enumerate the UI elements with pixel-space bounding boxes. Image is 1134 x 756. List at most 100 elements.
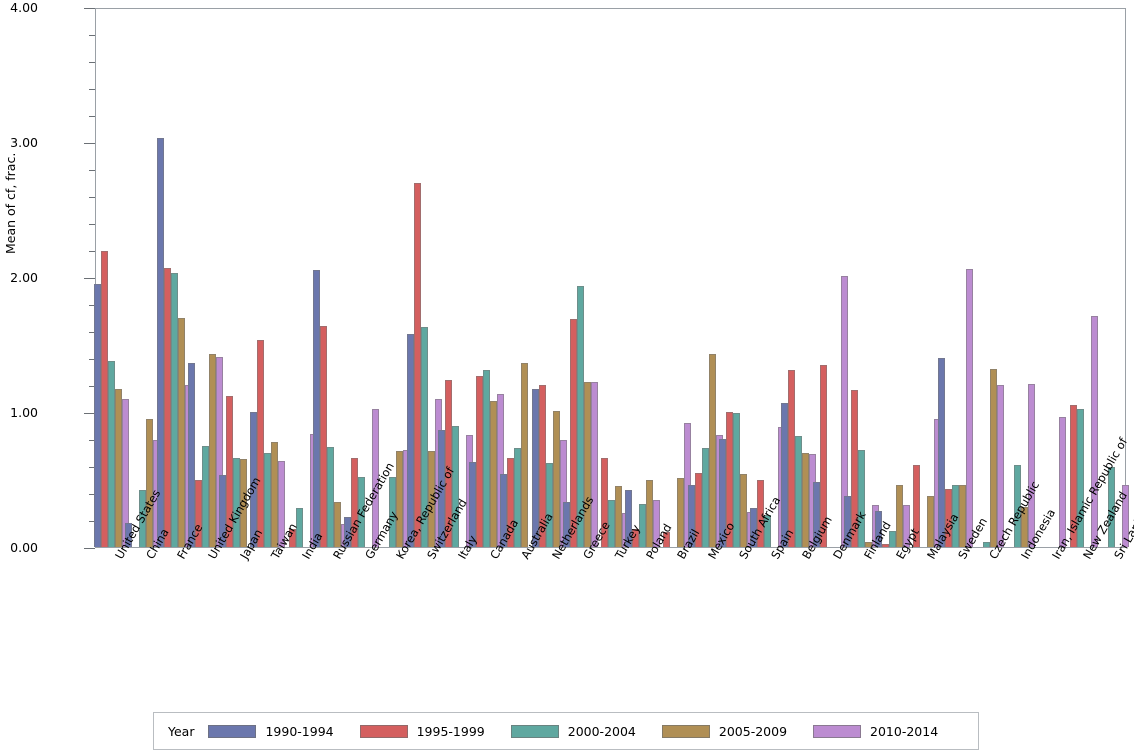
bar[interactable] <box>139 490 147 547</box>
bar[interactable] <box>965 268 973 547</box>
bar[interactable] <box>427 451 435 547</box>
bar[interactable] <box>344 517 352 547</box>
bar[interactable] <box>857 449 865 547</box>
bar[interactable] <box>819 364 827 547</box>
bar[interactable] <box>538 385 546 547</box>
bar[interactable] <box>927 495 935 547</box>
bar[interactable] <box>653 499 661 547</box>
bar[interactable] <box>757 479 765 547</box>
bar[interactable] <box>739 474 747 547</box>
bar[interactable] <box>531 389 539 547</box>
bar[interactable] <box>864 541 872 547</box>
bar[interactable] <box>764 514 772 547</box>
bar[interactable] <box>208 353 216 547</box>
bar[interactable] <box>483 370 491 547</box>
bar[interactable] <box>958 484 966 547</box>
bar[interactable] <box>1028 383 1036 547</box>
bar[interactable] <box>545 463 553 547</box>
bar[interactable] <box>125 522 133 547</box>
bar[interactable] <box>170 272 178 547</box>
bar[interactable] <box>1090 316 1098 547</box>
bar[interactable] <box>215 356 223 547</box>
bar[interactable] <box>989 368 997 547</box>
bar[interactable] <box>569 318 577 547</box>
bar[interactable] <box>562 502 570 547</box>
bar[interactable] <box>725 412 733 547</box>
bar[interactable] <box>250 412 258 547</box>
bar[interactable] <box>1107 467 1115 547</box>
bar[interactable] <box>583 382 591 547</box>
bar[interactable] <box>1076 409 1084 547</box>
bar[interactable] <box>194 479 202 547</box>
bar[interactable] <box>750 507 758 547</box>
bar[interactable] <box>406 333 414 547</box>
bar[interactable] <box>802 452 810 547</box>
bar[interactable] <box>201 445 209 547</box>
bar[interactable] <box>677 478 685 547</box>
bar[interactable] <box>951 484 959 547</box>
bar[interactable] <box>625 490 633 547</box>
bar[interactable] <box>875 510 883 547</box>
bar[interactable] <box>437 429 445 547</box>
bar[interactable] <box>500 474 508 547</box>
bar[interactable] <box>552 410 560 547</box>
bar[interactable] <box>115 389 123 547</box>
bar[interactable] <box>608 499 615 547</box>
bar[interactable] <box>156 137 164 547</box>
bar[interactable] <box>295 507 303 547</box>
bar[interactable] <box>701 448 709 547</box>
bar[interactable] <box>1021 506 1029 547</box>
bar[interactable] <box>497 394 505 547</box>
bar[interactable] <box>476 375 484 547</box>
bar[interactable] <box>240 459 248 547</box>
bar[interactable] <box>795 436 803 547</box>
bar[interactable] <box>639 503 647 547</box>
bar[interactable] <box>576 286 584 547</box>
bar[interactable] <box>718 439 726 547</box>
legend-entry[interactable]: 1995-1999 <box>359 724 485 739</box>
bar[interactable] <box>896 484 904 547</box>
bar[interactable] <box>358 476 366 547</box>
bar[interactable] <box>521 363 529 547</box>
bar[interactable] <box>413 182 421 547</box>
bar[interactable] <box>1121 484 1129 547</box>
bar[interactable] <box>1069 405 1077 547</box>
bar[interactable] <box>732 413 740 547</box>
bar[interactable] <box>615 486 622 547</box>
bar[interactable] <box>372 409 380 547</box>
bar[interactable] <box>278 460 286 547</box>
bar[interactable] <box>708 353 716 547</box>
bar[interactable] <box>396 451 404 547</box>
bar[interactable] <box>122 398 130 547</box>
bar[interactable] <box>257 340 265 547</box>
bar[interactable] <box>559 440 567 547</box>
bar[interactable] <box>632 529 640 547</box>
bar[interactable] <box>333 502 341 547</box>
bar[interactable] <box>451 425 459 547</box>
bar[interactable] <box>226 395 234 547</box>
bar[interactable] <box>590 382 598 547</box>
bar[interactable] <box>982 541 990 547</box>
legend-entry[interactable]: 2000-2004 <box>510 724 636 739</box>
bar[interactable] <box>312 270 320 547</box>
bar[interactable] <box>903 505 911 547</box>
bar[interactable] <box>788 370 796 547</box>
bar[interactable] <box>163 267 171 547</box>
bar[interactable] <box>850 390 858 547</box>
bar[interactable] <box>233 457 241 547</box>
bar[interactable] <box>444 379 452 547</box>
bar[interactable] <box>469 461 477 547</box>
bar[interactable] <box>187 363 195 547</box>
bar[interactable] <box>937 358 945 547</box>
bar[interactable] <box>101 251 109 547</box>
bar[interactable] <box>177 317 185 547</box>
bar[interactable] <box>351 457 359 547</box>
bar[interactable] <box>882 544 890 547</box>
bar[interactable] <box>326 447 334 547</box>
bar[interactable] <box>663 532 671 547</box>
bar[interactable] <box>271 441 279 547</box>
bar[interactable] <box>420 326 428 547</box>
bar[interactable] <box>1059 417 1067 547</box>
bar[interactable] <box>996 385 1004 547</box>
bar[interactable] <box>319 325 327 547</box>
